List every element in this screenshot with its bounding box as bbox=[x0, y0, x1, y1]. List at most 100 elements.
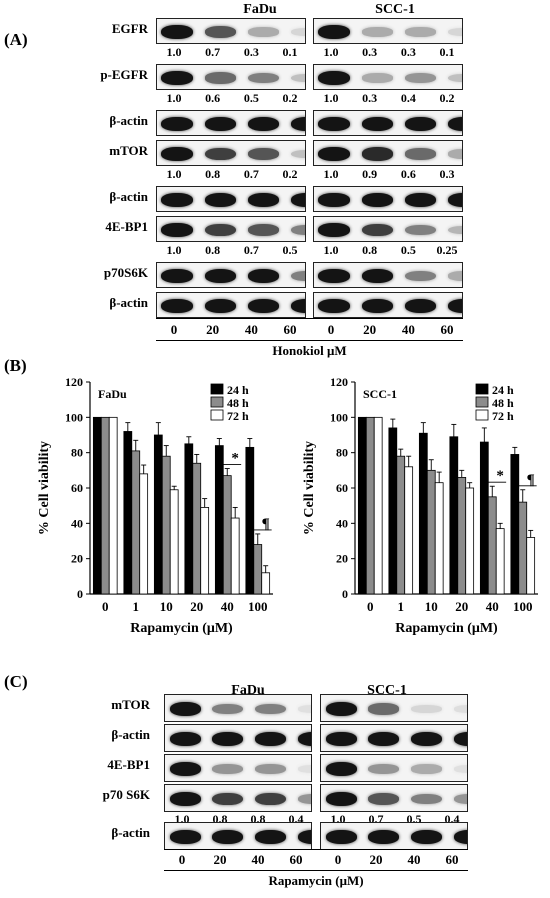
x-tick-label: 0 bbox=[102, 599, 109, 614]
dose-label: 40 bbox=[251, 852, 265, 867]
legend-label: 48 h bbox=[227, 396, 249, 410]
density-value: 0.7 bbox=[243, 243, 259, 257]
band bbox=[204, 269, 237, 283]
bar-24h-100 bbox=[510, 454, 520, 595]
blot-p70 S6K-0 bbox=[164, 784, 312, 812]
band bbox=[361, 223, 394, 237]
bar-72h-0 bbox=[373, 416, 383, 595]
band bbox=[254, 764, 286, 774]
dose-label: 0 bbox=[334, 852, 342, 867]
band bbox=[161, 299, 193, 313]
bar-24h-100 bbox=[245, 446, 255, 595]
blot-label: β-actin bbox=[109, 295, 148, 310]
band bbox=[247, 299, 280, 313]
band bbox=[368, 732, 400, 746]
density-value: 0.3 bbox=[362, 91, 378, 105]
bar-48h-20 bbox=[457, 477, 467, 595]
band bbox=[297, 794, 311, 804]
band bbox=[212, 830, 244, 844]
band bbox=[247, 148, 280, 160]
band bbox=[297, 765, 311, 773]
band bbox=[291, 28, 305, 36]
blot-EGFR-1 bbox=[313, 18, 463, 44]
legend-swatch bbox=[475, 396, 489, 408]
blot-label: p70S6K bbox=[103, 265, 148, 280]
band bbox=[318, 147, 350, 161]
density-value: 0.4 bbox=[400, 91, 416, 105]
band bbox=[247, 117, 280, 131]
bar-24h-1 bbox=[388, 427, 398, 595]
band bbox=[254, 830, 286, 844]
bar-48h-1 bbox=[131, 450, 141, 595]
bar-72h-1 bbox=[404, 466, 414, 595]
bar-72h-40 bbox=[230, 517, 240, 595]
blot-label: mTOR bbox=[111, 697, 150, 712]
band bbox=[453, 705, 467, 713]
band bbox=[325, 792, 357, 806]
band bbox=[448, 193, 462, 207]
dose-label: 0 bbox=[178, 852, 186, 867]
bar-48h-100 bbox=[518, 501, 528, 595]
bar-24h-10 bbox=[418, 432, 428, 595]
band bbox=[404, 193, 437, 207]
blot-4E-BP1-1 bbox=[320, 754, 468, 782]
band bbox=[169, 792, 201, 806]
band bbox=[291, 149, 305, 159]
band bbox=[368, 793, 400, 805]
band bbox=[368, 830, 400, 844]
blot-mTOR-0 bbox=[164, 694, 312, 722]
band bbox=[368, 703, 400, 715]
band bbox=[204, 193, 237, 207]
legend-label: 24 h bbox=[492, 383, 514, 397]
band bbox=[410, 830, 442, 844]
bar-72h-20 bbox=[465, 487, 475, 595]
dose-label: 60 bbox=[445, 852, 459, 867]
bar-48h-1 bbox=[396, 455, 406, 595]
blot-label: EGFR bbox=[111, 21, 148, 36]
blot-EGFR-0 bbox=[156, 18, 306, 44]
density-value: 0.6 bbox=[400, 167, 416, 181]
bar-72h-100 bbox=[526, 537, 536, 595]
band bbox=[291, 224, 305, 236]
divider-line bbox=[156, 340, 463, 341]
band bbox=[161, 71, 193, 85]
y-tick-label: 0 bbox=[77, 587, 83, 601]
blot-p70 S6K-1 bbox=[320, 784, 468, 812]
dose-label: 0 bbox=[327, 322, 335, 337]
y-tick-label: 0 bbox=[342, 587, 348, 601]
y-tick-label: 80 bbox=[71, 446, 83, 460]
panel-b-letter: (B) bbox=[4, 356, 27, 375]
band bbox=[254, 703, 286, 715]
bar-72h-100 bbox=[261, 572, 271, 595]
legend-label: 72 h bbox=[227, 409, 249, 423]
density-value: 0.7 bbox=[205, 45, 221, 59]
density-value: 0.5 bbox=[243, 91, 259, 105]
x-tick-label: 1 bbox=[398, 599, 405, 614]
bar-48h-0 bbox=[365, 416, 375, 595]
band bbox=[410, 793, 442, 805]
band bbox=[325, 830, 357, 844]
band bbox=[318, 193, 350, 207]
panel-c-letter: (C) bbox=[4, 672, 28, 691]
band bbox=[204, 147, 237, 161]
blot-p-EGFR-0 bbox=[156, 64, 306, 90]
bar-48h-10 bbox=[426, 469, 436, 595]
blot-4E-BP1-0 bbox=[164, 754, 312, 782]
band bbox=[318, 71, 350, 85]
band bbox=[212, 732, 244, 746]
band bbox=[404, 73, 437, 83]
band bbox=[212, 792, 244, 806]
blot-label: β-actin bbox=[109, 189, 148, 204]
band bbox=[448, 299, 462, 313]
divider-line bbox=[164, 849, 468, 850]
band bbox=[361, 27, 394, 37]
band bbox=[404, 224, 437, 236]
blot-mTOR-0 bbox=[156, 140, 306, 166]
band bbox=[297, 705, 311, 713]
band bbox=[291, 117, 305, 131]
band bbox=[254, 792, 286, 806]
band bbox=[368, 764, 400, 774]
density-value: 1.0 bbox=[323, 243, 339, 257]
dose-label: 20 bbox=[369, 852, 383, 867]
bar-24h-40 bbox=[214, 445, 224, 595]
